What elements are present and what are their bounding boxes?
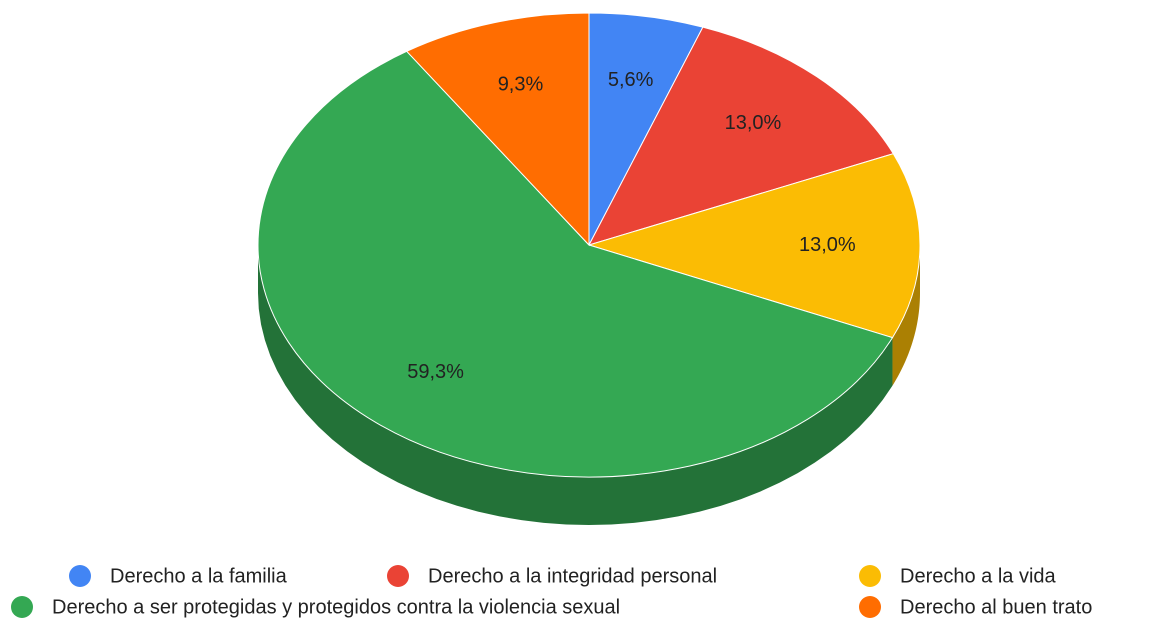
slice	[587, 153, 921, 339]
data-label: 13,0%	[799, 234, 856, 256]
legend-swatch	[69, 565, 91, 587]
slice	[405, 12, 590, 247]
legend-label: Derecho a la familia	[110, 565, 288, 587]
slice-side	[892, 245, 920, 386]
slice	[588, 26, 895, 246]
legend-label: Derecho a ser protegidas y protegidos co…	[52, 596, 620, 618]
legend-label: Derecho a la integridad personal	[428, 565, 717, 587]
legend-swatch	[859, 596, 881, 618]
data-label: 13,0%	[725, 112, 782, 134]
data-label: 9,3%	[498, 73, 544, 95]
slice-side	[258, 245, 893, 525]
legend-label: Derecho a la vida	[900, 565, 1057, 587]
data-label: 59,3%	[407, 361, 464, 383]
legend-swatch	[859, 565, 881, 587]
slice	[257, 50, 894, 478]
data-label: 5,6%	[608, 69, 654, 91]
legend-label: Derecho al buen trato	[900, 596, 1092, 618]
legend-swatch	[387, 565, 409, 587]
legend-swatch	[11, 596, 33, 618]
